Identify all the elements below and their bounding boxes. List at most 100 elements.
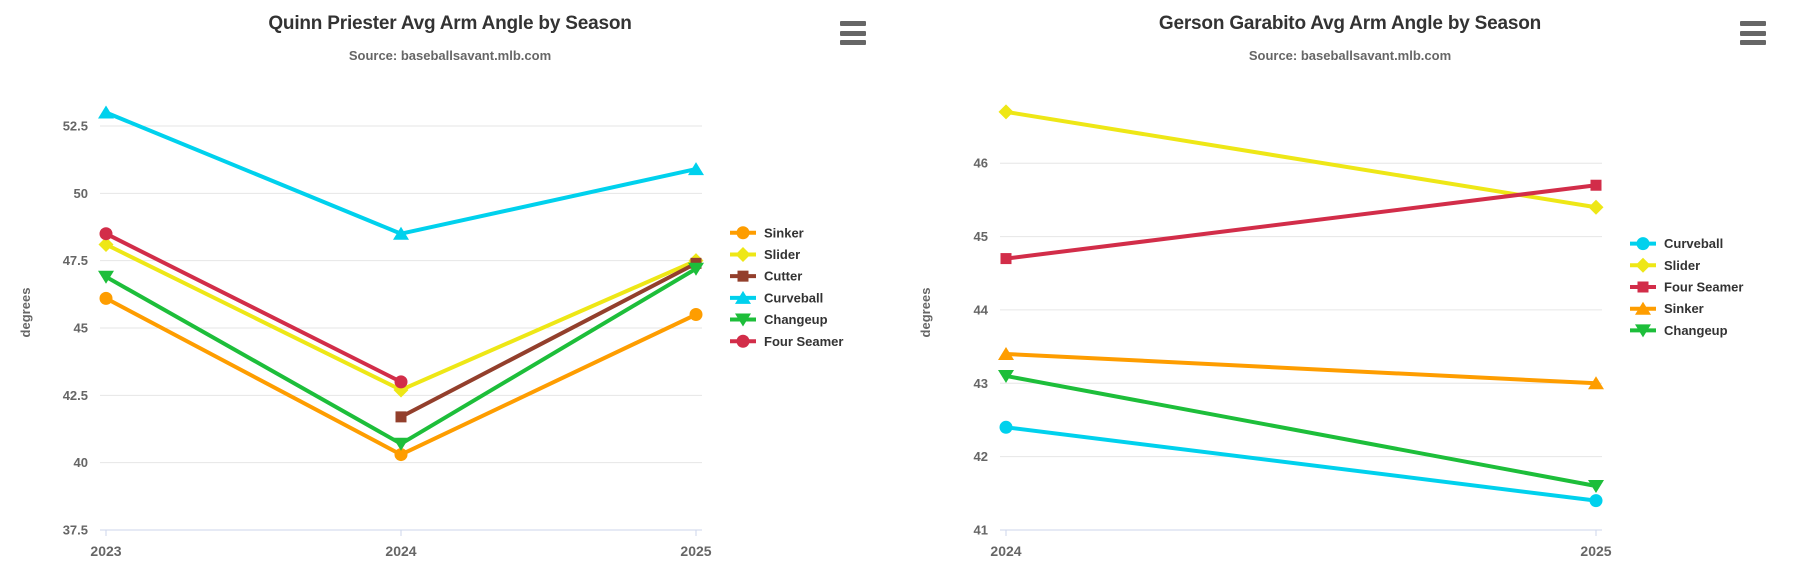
y-axis-label: 45: [74, 320, 88, 335]
series-line-four-seamer: [104, 231, 403, 384]
legend-marker-curveball: [735, 290, 751, 304]
menu-bar: [1740, 21, 1766, 26]
menu-bar: [840, 30, 866, 36]
legend-marker-changeup: [735, 313, 751, 327]
series-line-cutter: [399, 261, 698, 419]
x-axis-label: 2025: [1580, 543, 1611, 559]
legend-marker-sinker: [736, 226, 750, 240]
data-point-cutter[interactable]: [395, 411, 407, 423]
menu-bar: [1740, 30, 1766, 36]
line-chart-plot: 41 42 43 44 45 46 2024 2025 degrees Curveball Slid…: [918, 104, 1743, 559]
legend-item-slider[interactable]: Slider: [730, 246, 800, 262]
legend-label: Curveball: [1664, 236, 1723, 251]
series-cutter: [395, 257, 702, 423]
series-line-slider: [104, 242, 698, 392]
data-point-changeup[interactable]: [998, 369, 1014, 383]
data-point-four-seamer[interactable]: [1590, 179, 1602, 191]
data-point-changeup[interactable]: [98, 270, 114, 284]
data-point-curveball[interactable]: [1589, 494, 1603, 508]
hamburger-menu-icon[interactable]: [1740, 21, 1766, 45]
data-point-sinker[interactable]: [99, 291, 113, 305]
y-axis-title: degrees: [918, 288, 933, 338]
legend-item-four-seamer[interactable]: Four Seamer: [1630, 280, 1743, 295]
data-point-curveball[interactable]: [999, 420, 1013, 434]
chart-subtitle: Source: baseballsavant.mlb.com: [348, 48, 552, 63]
legend-marker-changeup: [1635, 324, 1651, 338]
y-axis-label: 42: [974, 449, 988, 464]
legend-item-slider[interactable]: Slider: [1630, 257, 1700, 273]
legend-item-changeup[interactable]: Changeup: [1630, 323, 1728, 338]
menu-bar: [840, 21, 866, 26]
data-point-four-seamer[interactable]: [394, 375, 408, 389]
series-changeup: [98, 262, 704, 451]
y-axis-label: 37.5: [63, 523, 88, 538]
series-line-slider: [1004, 109, 1598, 210]
legend-marker-four-seamer: [736, 334, 750, 348]
series-line-four-seamer: [1004, 183, 1598, 261]
x-axis-label: 2025: [680, 543, 711, 559]
series-four-seamer: [1000, 179, 1602, 265]
legend-marker-slider: [735, 246, 751, 262]
y-axis-label: 52.5: [63, 118, 88, 133]
data-point-curveball[interactable]: [393, 226, 409, 240]
data-point-sinker[interactable]: [998, 346, 1014, 360]
y-axis-title: degrees: [18, 288, 33, 338]
legend-marker-slider: [1635, 257, 1651, 273]
x-axis-label: 2024: [385, 543, 416, 559]
series-line-sinker: [1004, 351, 1598, 386]
series-slider: [998, 104, 1604, 215]
legend-item-changeup[interactable]: Changeup: [730, 312, 828, 327]
y-axis-label: 42.5: [63, 388, 88, 403]
y-axis-label: 40: [74, 455, 88, 470]
series-line-curveball: [104, 110, 698, 236]
data-point-curveball[interactable]: [98, 105, 114, 119]
legend-item-four-seamer[interactable]: Four Seamer: [730, 334, 843, 349]
data-point-sinker[interactable]: [394, 448, 408, 462]
data-point-sinker[interactable]: [689, 308, 703, 322]
series-sinker: [99, 291, 703, 462]
legend-label: Sinker: [1664, 301, 1704, 316]
legend-item-curveball[interactable]: Curveball: [730, 290, 823, 305]
chart-subtitle: Source: baseballsavant.mlb.com: [1248, 48, 1452, 63]
chart-title: Gerson Garabito Avg Arm Angle by Season: [1158, 13, 1542, 34]
legend-label: Sinker: [764, 225, 804, 240]
x-axis-label: 2023: [90, 543, 121, 559]
series-curveball: [999, 420, 1603, 508]
legend-item-sinker[interactable]: Sinker: [730, 225, 804, 240]
data-point-four-seamer[interactable]: [99, 227, 113, 241]
legend: Curveball Slider Four Seamer Sinker Changeup: [1630, 236, 1743, 338]
legend-item-cutter[interactable]: Cutter: [730, 269, 802, 284]
data-point-sinker[interactable]: [1588, 376, 1604, 390]
data-point-changeup[interactable]: [688, 262, 704, 276]
legend-marker-four-seamer: [1637, 281, 1649, 293]
chart-title: Quinn Priester Avg Arm Angle by Season: [268, 13, 632, 34]
data-point-slider[interactable]: [1588, 199, 1604, 215]
series-four-seamer: [99, 227, 408, 389]
legend-label: Slider: [1664, 258, 1700, 273]
data-point-slider[interactable]: [998, 104, 1014, 120]
series-changeup: [998, 369, 1604, 493]
legend-marker-cutter: [737, 270, 749, 282]
legend-label: Curveball: [764, 290, 823, 305]
data-point-curveball[interactable]: [688, 162, 704, 176]
series-curveball: [98, 105, 704, 240]
y-axis-label: 50: [74, 186, 88, 201]
line-chart-plot: 37.5 40 42.5 45 47.5 50 52.5 2023 2024 2025 degree…: [18, 105, 843, 559]
hamburger-menu-icon[interactable]: [840, 21, 866, 45]
series-sinker: [998, 346, 1604, 390]
legend-label: Four Seamer: [1664, 280, 1743, 295]
legend-label: Changeup: [1664, 323, 1728, 338]
menu-bar: [1740, 40, 1766, 45]
legend-item-curveball[interactable]: Curveball: [1630, 236, 1723, 251]
y-axis-label: 47.5: [63, 253, 88, 268]
menu-bar: [840, 40, 866, 45]
data-point-four-seamer[interactable]: [1000, 253, 1012, 265]
data-point-slider[interactable]: [98, 236, 114, 252]
legend-item-sinker[interactable]: Sinker: [1630, 301, 1704, 316]
legend-marker-curveball: [1636, 237, 1650, 251]
y-axis-label: 43: [974, 376, 988, 391]
data-point-changeup[interactable]: [1588, 479, 1604, 493]
data-point-changeup[interactable]: [393, 437, 409, 451]
legend-label: Changeup: [764, 312, 828, 327]
